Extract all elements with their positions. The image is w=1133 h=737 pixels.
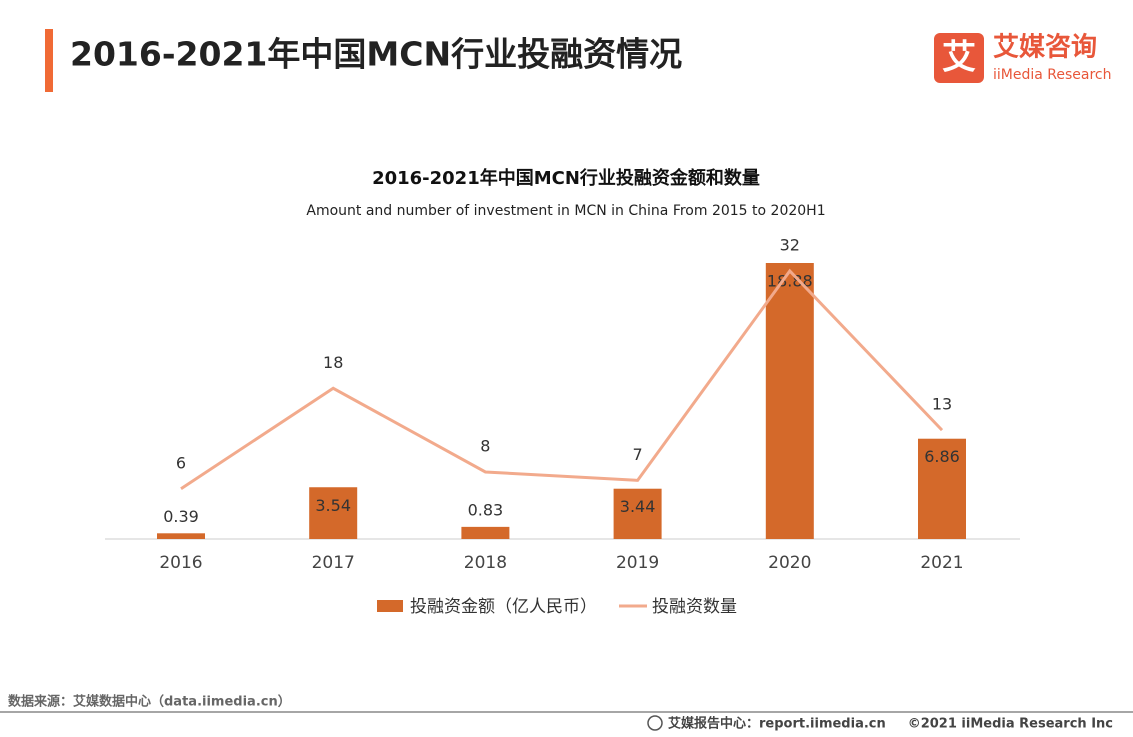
bar (309, 487, 358, 539)
logo-name: 艾媒咨询 (993, 32, 1097, 63)
title-accent (45, 29, 53, 92)
source: 数据来源：艾媒数据中心（data.iimedia.cn） (8, 694, 291, 710)
copyright: ©2021 iiMedia Research Inc (908, 717, 1113, 732)
logo-mark: 艾 (942, 38, 976, 78)
value-label: 0.83 (468, 500, 504, 519)
chart-subtitle: Amount and number of investment in MCN i… (306, 203, 825, 219)
globe-icon (647, 715, 663, 731)
x-tick-label: 2016 (159, 553, 202, 573)
logo-sub: iiMedia Research (993, 67, 1112, 83)
bar (613, 488, 662, 539)
value-label: 32 (780, 236, 800, 255)
x-tick-label: 2019 (616, 553, 659, 573)
x-tick-label: 2018 (464, 553, 507, 573)
value-label: 18 (323, 353, 343, 372)
value-label: 8 (480, 437, 490, 456)
x-tick-label: 2020 (768, 553, 811, 573)
value-label: 3.44 (620, 497, 656, 516)
bar (157, 533, 205, 539)
x-tick-label: 2021 (920, 553, 963, 573)
value-label: 7 (633, 445, 643, 464)
line (180, 268, 944, 491)
value-label: 6.86 (924, 447, 960, 466)
report-link: 艾媒报告中心：report.iimedia.cn (668, 716, 886, 732)
bar (461, 526, 510, 539)
legend-label: 投融资金额（亿人民币） (410, 597, 597, 617)
chart-title: 2016-2021年中国MCN行业投融资金额和数量 (372, 167, 760, 189)
bar (765, 263, 814, 539)
bar (918, 438, 966, 539)
logo-box (934, 33, 984, 83)
value-label: 13 (932, 395, 952, 414)
legend-swatch (377, 600, 403, 612)
value-label: 0.39 (163, 507, 199, 526)
value-label: 6 (176, 453, 186, 472)
legend-label: 投融资数量 (652, 597, 737, 617)
x-tick-label: 2017 (312, 553, 355, 573)
page-title: 2016-2021年中国MCN行业投融资情况 (70, 35, 682, 74)
value-label: 3.54 (315, 496, 351, 515)
